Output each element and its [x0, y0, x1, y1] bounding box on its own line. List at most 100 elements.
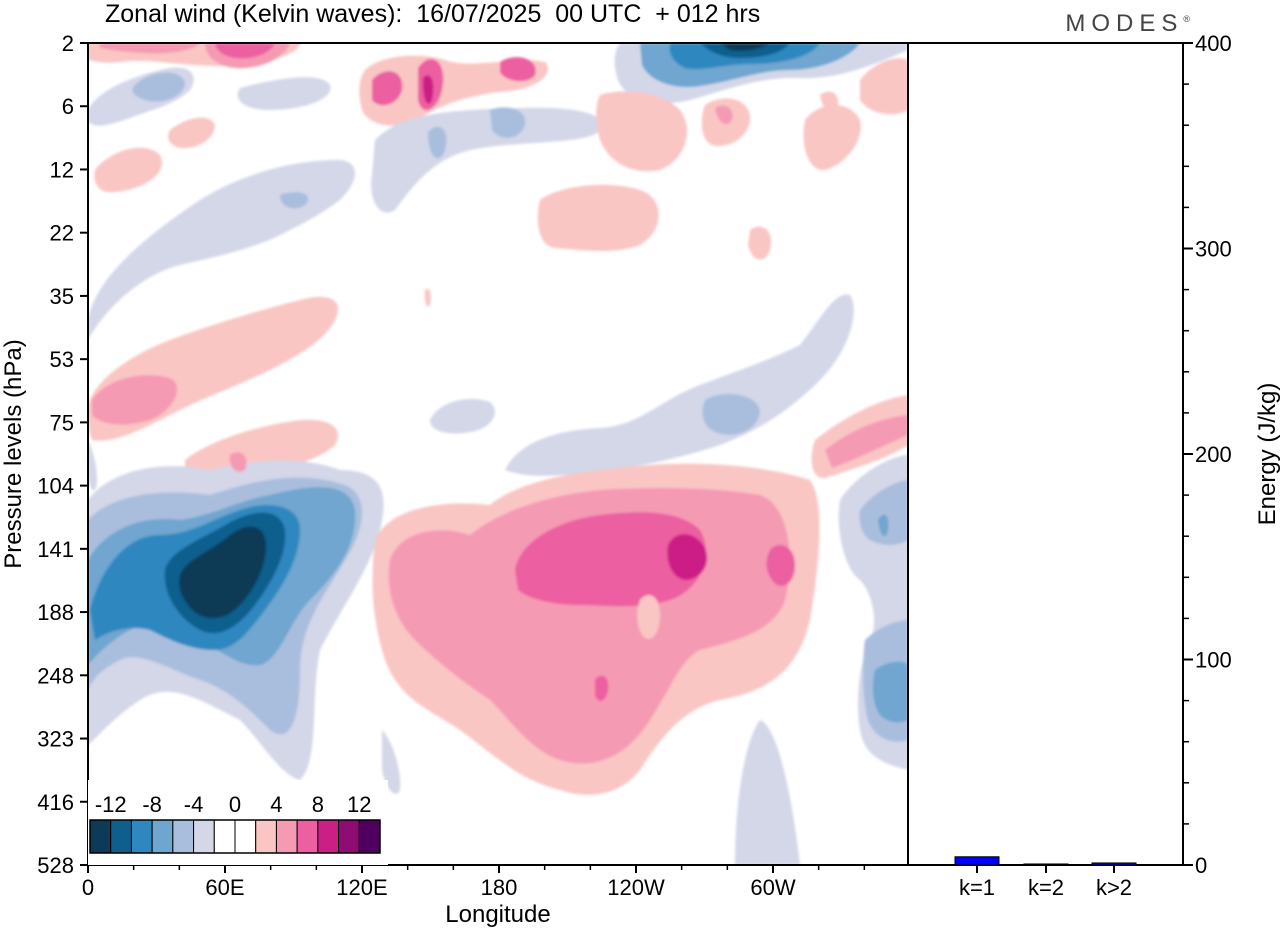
easterly-right-edge-upper [859, 480, 908, 545]
energy-panel: 0 100 200 300 400 k=1 k=2 k>2 Energy (J/kg) [907, 31, 1280, 900]
y-tick-label: 35 [50, 284, 74, 309]
easterly-top-right-peak [720, 43, 770, 51]
colorbar-label: 0 [229, 792, 241, 817]
westerly-upper-farright [860, 58, 908, 115]
easterly-strat-band-right [505, 294, 854, 476]
easterly-trop-peak [179, 526, 267, 619]
y-tick-label: 188 [37, 600, 74, 625]
energy-tick-label: 300 [1195, 237, 1232, 262]
colorbar-swatch [317, 819, 340, 854]
chart-title: Zonal wind (Kelvin waves): 16/07/2025 00… [105, 0, 761, 28]
westerly-trop-peak [667, 534, 708, 580]
westerly-trop-notch [637, 595, 660, 639]
colorbar-swatch [130, 819, 153, 854]
colorbar-swatch [172, 819, 195, 854]
westerly-22hpa-center [537, 184, 659, 252]
energy-category-labels: k=1 k=2 k>2 [959, 865, 1132, 900]
y-axis-label: Pressure levels (hPa) [0, 339, 27, 568]
y-tick-label: 323 [37, 727, 74, 752]
heatmap-plot: 0 60E 120E 180 120W 60W 2 6 12 22 35 53 75 104 141 188… [0, 31, 909, 928]
easterly-upper-mid-core [490, 107, 526, 138]
y-tick-label: 22 [50, 221, 74, 246]
easterly-strat-band-right-core [702, 394, 760, 435]
colorbar-label: -12 [95, 792, 127, 817]
westerly-speck [424, 288, 431, 307]
easterly-upper-left-2 [237, 77, 331, 110]
y-tick-label: 6 [62, 94, 74, 119]
x-tick-label: 180 [481, 875, 518, 900]
y-tick-label: 248 [37, 663, 74, 688]
westerly-12hpa-center [596, 91, 688, 172]
westerly-speck-2 [229, 452, 247, 472]
easterly-strat-band-core [280, 192, 309, 209]
y-tick-label: 141 [37, 537, 74, 562]
westerly-104hpa-right-core [825, 415, 908, 468]
energy-axis-label: Energy (J/kg) [1254, 383, 1280, 526]
x-tick-label: 0 [82, 875, 94, 900]
colorbar-swatch [338, 819, 360, 854]
colorbar-swatch [358, 819, 381, 854]
x-tick-label: 120E [336, 875, 387, 900]
westerly-upper-right [500, 57, 536, 82]
colorbar-swatch [151, 819, 174, 854]
westerly-speck-3 [748, 226, 771, 260]
westerly-upper-left-small [168, 117, 215, 149]
brand-logo: MODES® [1065, 10, 1190, 37]
westerly-top-left-core [100, 43, 200, 54]
y-tick-label: 2 [62, 31, 74, 56]
energy-tick-label: 200 [1195, 442, 1232, 467]
energy-category-label: k=1 [959, 875, 995, 900]
colorbar-swatch [296, 819, 319, 854]
westerly-12hpa-left [94, 147, 162, 193]
energy-bar [1023, 863, 1069, 866]
colorbar-label: -8 [142, 792, 162, 817]
energy-tick-label: 100 [1195, 648, 1232, 673]
y-tick-label: 528 [37, 853, 74, 878]
x-tick-label: 60E [205, 875, 244, 900]
energy-bars [954, 856, 1137, 866]
colorbar: -12 -8 -4 0 4 8 12 [88, 780, 388, 865]
x-axis-label: Longitude [445, 901, 550, 928]
easterly-upper-mid-core2 [428, 126, 447, 159]
x-axis: 0 60E 120E 180 120W 60W [82, 865, 866, 900]
colorbar-swatch [255, 819, 277, 854]
westerly-trop-small-core [595, 675, 609, 702]
colorbar-swatch [234, 819, 257, 854]
energy-category-label: k>2 [1096, 875, 1132, 900]
easterly-upper-left-core [132, 72, 185, 102]
westerly-strat-band-core [92, 375, 178, 425]
colorbar-label: 4 [270, 792, 282, 817]
easterly-left-edge [88, 440, 98, 491]
energy-category-label: k=2 [1028, 875, 1064, 900]
energy-tick-label: 0 [1195, 853, 1207, 878]
energy-bar [954, 856, 1000, 866]
contour-fields [88, 43, 908, 865]
westerly-speck-4 [820, 91, 839, 111]
westerly-upper-mid-core-a [372, 71, 403, 106]
y-tick-label: 75 [50, 410, 74, 435]
colorbar-frame [89, 819, 381, 854]
energy-frame [907, 42, 1184, 866]
y-axis-right: 0 100 200 300 400 [1183, 31, 1232, 878]
colorbar-label: 8 [312, 792, 324, 817]
easterly-right-edge-core [872, 661, 908, 723]
y-tick-label: 416 [37, 790, 74, 815]
energy-bar [1091, 862, 1137, 866]
easterly-75hpa-small [430, 399, 495, 434]
x-tick-label: 120W [607, 875, 665, 900]
y-tick-label: 53 [50, 347, 74, 372]
colorbar-label: 12 [347, 792, 371, 817]
easterly-bottom-small [382, 730, 401, 794]
westerly-trop-3 [515, 512, 706, 607]
x-tick-label: 60W [750, 875, 795, 900]
easterly-bottom-60w [735, 720, 800, 865]
westerly-12hpa-farright [803, 105, 861, 171]
colorbar-swatch [193, 819, 215, 854]
colorbar-swatch [110, 819, 132, 854]
y-axis-left: 2 6 12 22 35 53 75 104 141 188 248 323 416 528 [37, 31, 88, 878]
westerly-upper-mid-peak [422, 75, 434, 104]
energy-tick-label: 400 [1195, 31, 1232, 56]
y-tick-label: 104 [37, 474, 74, 499]
